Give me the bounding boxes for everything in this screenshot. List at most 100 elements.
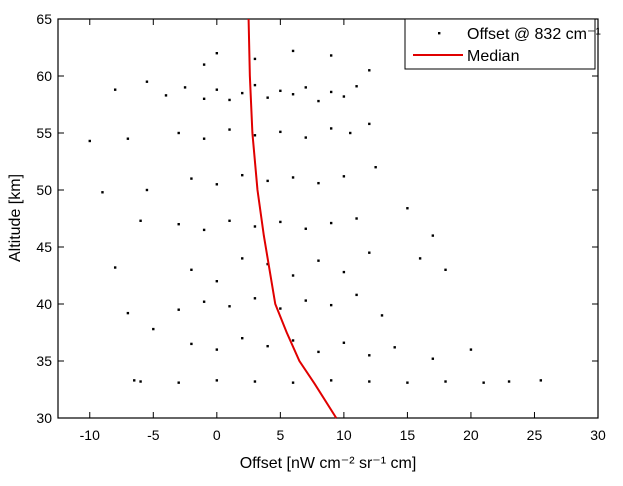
- point: [241, 257, 244, 260]
- y-tick-label: 55: [36, 125, 52, 141]
- x-tick-label: 5: [276, 427, 284, 443]
- point: [342, 95, 346, 98]
- point: [368, 251, 371, 254]
- point: [368, 380, 371, 383]
- point: [342, 270, 346, 274]
- x-tick-label: 10: [336, 427, 352, 443]
- point: [444, 380, 447, 383]
- point: [202, 228, 206, 232]
- point: [202, 63, 206, 66]
- point: [355, 85, 358, 88]
- point: [126, 311, 130, 315]
- point: [291, 49, 295, 53]
- point: [266, 96, 269, 99]
- point: [279, 89, 282, 93]
- legend-label: Offset @ 832 cm⁻¹: [467, 26, 601, 43]
- y-tick-label: 45: [36, 239, 52, 255]
- y-axis-label: Altitude [km]: [7, 174, 24, 262]
- point: [241, 173, 244, 177]
- y-tick-label: 30: [36, 410, 52, 426]
- point: [329, 90, 333, 94]
- point: [342, 175, 346, 178]
- point: [368, 69, 371, 72]
- point: [304, 86, 307, 89]
- point: [317, 181, 320, 185]
- point: [253, 57, 257, 61]
- point: [349, 131, 352, 135]
- point: [418, 257, 422, 260]
- point: [266, 344, 269, 348]
- point: [228, 98, 231, 102]
- point: [317, 99, 320, 103]
- point: [177, 381, 180, 384]
- legend-point: [438, 32, 441, 35]
- point: [317, 259, 320, 262]
- y-tick-label: 65: [36, 11, 52, 27]
- point: [228, 305, 231, 308]
- point: [329, 379, 333, 382]
- point: [380, 314, 384, 317]
- point: [469, 348, 473, 351]
- point: [126, 137, 130, 140]
- x-tick-label: 25: [527, 427, 543, 443]
- plot-frame: [57, 18, 599, 419]
- point: [482, 381, 485, 384]
- point: [253, 134, 257, 137]
- point: [329, 221, 333, 225]
- point: [279, 130, 282, 134]
- point: [431, 357, 435, 360]
- point: [253, 83, 257, 87]
- point: [202, 300, 206, 303]
- y-tick-label: 60: [36, 68, 52, 84]
- point: [355, 293, 358, 297]
- point: [215, 379, 219, 382]
- point: [317, 350, 320, 354]
- x-axis-label: Offset [nW cm⁻² sr⁻¹ cm]: [240, 455, 417, 472]
- point: [202, 97, 206, 100]
- point: [145, 188, 149, 192]
- point: [215, 52, 219, 55]
- point: [444, 268, 447, 271]
- y-tick-label: 35: [36, 353, 52, 369]
- point: [279, 307, 282, 310]
- point: [291, 274, 295, 277]
- median-line: [247, 18, 338, 419]
- point: [145, 80, 149, 83]
- point: [183, 86, 187, 89]
- point: [190, 342, 193, 346]
- point: [215, 88, 219, 91]
- point: [279, 220, 282, 224]
- point: [215, 280, 219, 283]
- point: [342, 341, 346, 344]
- x-tick-label: 0: [213, 427, 221, 443]
- point: [329, 127, 333, 130]
- x-tick-label: 30: [590, 427, 606, 443]
- point: [139, 219, 142, 222]
- point: [368, 122, 371, 126]
- point: [406, 207, 409, 210]
- point: [374, 166, 377, 169]
- point: [190, 268, 193, 271]
- y-tick-label: 50: [36, 182, 52, 198]
- point: [133, 379, 136, 382]
- point: [406, 381, 409, 384]
- point: [228, 128, 231, 131]
- point: [304, 227, 307, 230]
- point: [304, 299, 307, 302]
- point: [539, 379, 543, 382]
- point: [177, 223, 180, 226]
- point: [355, 217, 358, 220]
- point: [113, 266, 117, 269]
- point: [393, 346, 396, 349]
- point: [266, 179, 269, 183]
- y-tick-label: 40: [36, 296, 52, 312]
- point: [152, 327, 155, 331]
- point: [253, 225, 257, 228]
- x-tick-label: 15: [400, 427, 416, 443]
- point: [215, 348, 219, 351]
- point: [304, 136, 307, 139]
- point: [228, 219, 231, 222]
- point: [368, 354, 371, 357]
- point: [507, 380, 511, 383]
